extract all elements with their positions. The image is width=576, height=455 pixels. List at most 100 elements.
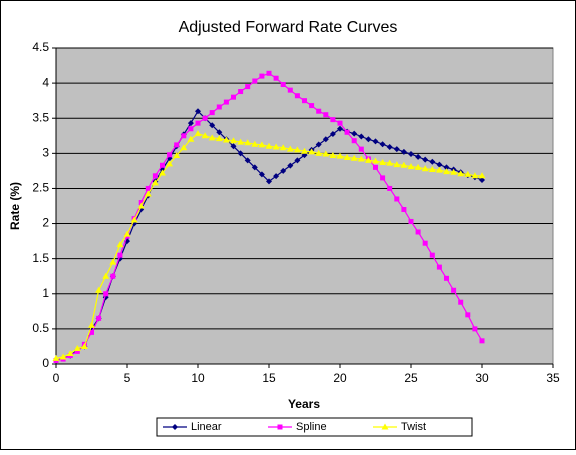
- x-tick-label: 30: [475, 371, 489, 385]
- x-tick-label: 35: [546, 371, 560, 385]
- marker: [309, 103, 315, 109]
- marker: [379, 141, 386, 148]
- marker: [464, 170, 472, 177]
- marker: [180, 144, 188, 151]
- marker: [458, 299, 464, 305]
- marker: [387, 185, 393, 191]
- marker: [422, 156, 429, 163]
- chart-title: Adjusted Forward Rate Curves: [179, 19, 398, 36]
- marker: [472, 326, 478, 332]
- marker: [95, 286, 103, 293]
- marker: [287, 162, 294, 169]
- marker: [201, 132, 209, 139]
- marker: [266, 178, 272, 185]
- marker: [358, 133, 365, 140]
- y-tick-label: 3.5: [32, 110, 49, 124]
- marker: [386, 159, 394, 166]
- marker: [89, 329, 94, 335]
- legend-marker: [277, 424, 283, 430]
- marker: [322, 150, 330, 157]
- marker: [245, 84, 251, 90]
- marker: [401, 207, 407, 213]
- x-tick-label: 5: [124, 371, 131, 385]
- marker: [350, 154, 358, 161]
- marker: [407, 163, 415, 170]
- marker: [96, 315, 102, 321]
- x-tick-label: 25: [404, 371, 418, 385]
- x-tick-label: 15: [262, 371, 276, 385]
- marker: [230, 143, 237, 150]
- marker: [237, 138, 245, 145]
- marker: [400, 161, 408, 168]
- y-tick-label: 2: [42, 216, 49, 230]
- marker: [123, 230, 131, 237]
- marker: [130, 216, 138, 223]
- marker: [301, 147, 308, 154]
- marker: [358, 146, 364, 152]
- marker: [272, 143, 280, 150]
- y-axis-label: Rate (%): [8, 182, 22, 230]
- marker: [323, 112, 329, 118]
- marker: [116, 241, 124, 248]
- marker: [215, 135, 223, 142]
- marker: [160, 162, 165, 168]
- x-tick-label: 10: [191, 371, 205, 385]
- marker: [414, 163, 422, 170]
- y-tick-label: 2.5: [32, 181, 49, 195]
- marker: [209, 110, 215, 116]
- marker: [52, 354, 60, 361]
- marker: [273, 173, 280, 180]
- legend-marker: [172, 424, 178, 430]
- marker: [102, 272, 110, 279]
- marker: [451, 287, 457, 293]
- marker: [216, 104, 222, 110]
- marker: [187, 135, 195, 142]
- marker: [380, 175, 386, 181]
- marker: [287, 87, 293, 93]
- marker: [357, 155, 365, 162]
- legend-label: Linear: [191, 421, 222, 433]
- marker: [343, 154, 351, 161]
- marker: [244, 139, 252, 146]
- marker: [188, 126, 194, 132]
- marker: [273, 75, 279, 81]
- marker: [479, 338, 485, 344]
- marker: [66, 349, 74, 356]
- marker: [344, 129, 350, 135]
- marker: [259, 73, 265, 79]
- marker: [279, 144, 287, 151]
- marker: [408, 151, 414, 158]
- marker: [238, 89, 244, 95]
- marker: [251, 140, 259, 147]
- marker: [436, 264, 442, 270]
- marker: [144, 190, 152, 197]
- marker: [181, 133, 187, 139]
- marker: [195, 108, 201, 115]
- y-tick-label: 4.5: [32, 40, 49, 54]
- marker: [280, 82, 286, 88]
- marker: [293, 146, 301, 153]
- y-tick-label: 0: [42, 356, 49, 370]
- marker: [393, 161, 401, 168]
- marker: [365, 136, 372, 143]
- marker: [308, 148, 316, 155]
- marker: [386, 144, 393, 151]
- marker: [194, 130, 202, 137]
- x-tick-label: 20: [333, 371, 347, 385]
- marker: [415, 229, 421, 235]
- marker: [337, 125, 343, 132]
- marker: [103, 291, 109, 297]
- marker: [428, 165, 436, 172]
- y-tick-label: 4: [42, 75, 49, 89]
- marker: [252, 78, 258, 84]
- marker: [117, 252, 123, 258]
- marker: [294, 93, 300, 99]
- marker: [351, 138, 357, 144]
- marker: [435, 166, 443, 173]
- marker: [258, 141, 266, 148]
- x-tick-label: 0: [53, 371, 60, 385]
- marker: [394, 196, 400, 202]
- marker: [159, 169, 166, 176]
- marker: [450, 168, 458, 175]
- marker: [110, 273, 116, 279]
